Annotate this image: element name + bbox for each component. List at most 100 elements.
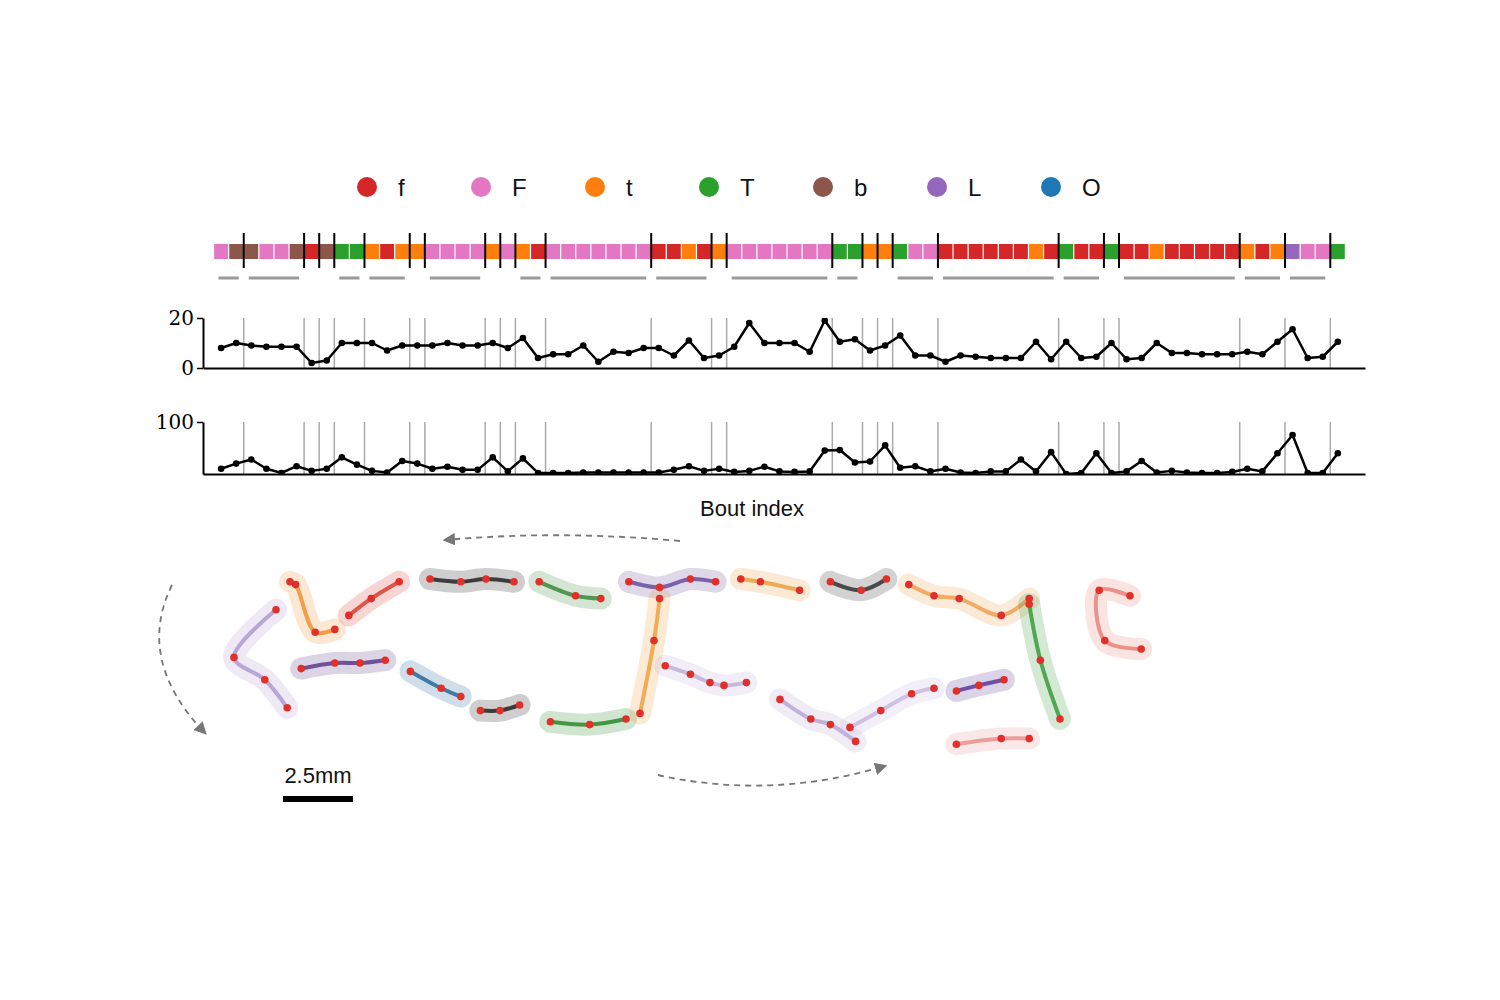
data-point xyxy=(535,355,542,362)
trajectory-segment xyxy=(956,738,1029,744)
bout-underline xyxy=(219,277,239,280)
data-point xyxy=(1199,351,1206,358)
bout-square xyxy=(1105,244,1119,259)
data-point xyxy=(429,466,436,473)
boundary-line xyxy=(1118,422,1120,474)
bout-square xyxy=(501,244,515,259)
bout-square xyxy=(516,244,530,259)
bout-position xyxy=(331,659,339,667)
x-axis-title: Bout index xyxy=(700,496,804,521)
bout-square xyxy=(1301,244,1315,259)
scale-bar-label: 2.5mm xyxy=(284,763,351,788)
bout-square xyxy=(305,244,319,259)
y-tick: 20 xyxy=(169,306,203,330)
data-point xyxy=(837,338,844,345)
bout-position xyxy=(367,595,375,603)
bout-boundary xyxy=(545,233,547,268)
bout-underline xyxy=(1064,277,1099,280)
data-point xyxy=(1289,432,1296,439)
data-point xyxy=(1289,326,1296,333)
boundary-line xyxy=(318,422,320,474)
bout-position xyxy=(345,612,353,620)
tail-sweep xyxy=(349,582,399,616)
bout-square xyxy=(742,244,756,259)
boundary-line xyxy=(1330,422,1332,474)
boundary-line xyxy=(545,422,547,474)
tail-sweep xyxy=(430,579,514,582)
tail-sweep xyxy=(1096,589,1141,649)
bout-underline xyxy=(249,277,299,280)
bout-square xyxy=(1210,244,1224,259)
boundary-line xyxy=(545,318,547,368)
figure: fFtTbLO020100Bout index2.5mm xyxy=(0,0,1500,1000)
boundary-line xyxy=(650,318,652,368)
data-point xyxy=(776,468,783,474)
bout-square xyxy=(863,244,877,259)
tick-label: 0 xyxy=(181,356,194,380)
bout-square xyxy=(290,244,304,259)
data-point xyxy=(399,342,406,349)
data-point xyxy=(1274,450,1281,457)
bout-position xyxy=(877,707,885,715)
bout-square xyxy=(365,244,379,259)
trajectory-segment xyxy=(850,688,934,727)
legend-swatch xyxy=(699,177,719,197)
bout-square xyxy=(1089,244,1103,259)
legend-label: f xyxy=(398,174,405,201)
data-point xyxy=(942,358,949,365)
bout-square xyxy=(244,244,258,259)
data-point xyxy=(293,463,300,470)
trajectory-segment xyxy=(741,579,800,590)
bout-boundary xyxy=(831,233,833,268)
data-line xyxy=(221,321,1338,364)
bout-underline xyxy=(732,277,828,280)
data-point xyxy=(791,469,798,474)
legend-label: b xyxy=(854,174,867,201)
bout-square xyxy=(1331,244,1345,259)
bout-boundary xyxy=(1058,233,1060,268)
bout-position xyxy=(597,595,605,603)
trajectory-segment xyxy=(301,660,385,668)
boundary-line xyxy=(334,422,336,474)
data-point xyxy=(384,469,391,474)
boundary-line xyxy=(726,318,728,368)
data-point xyxy=(867,458,874,465)
bout-position xyxy=(1025,600,1033,608)
bout-square xyxy=(486,244,500,259)
data-point xyxy=(1003,468,1010,474)
bout-square xyxy=(320,244,334,259)
data-point xyxy=(1063,338,1070,345)
data-point xyxy=(957,469,964,474)
boundary-line xyxy=(1058,318,1060,368)
boundary-line xyxy=(726,422,728,474)
data-point xyxy=(339,340,346,347)
data-point xyxy=(1108,470,1115,474)
bout-square xyxy=(441,244,455,259)
plot-area xyxy=(218,318,1341,368)
boundary-line xyxy=(303,422,305,474)
bout-square xyxy=(652,244,666,259)
data-point xyxy=(323,466,330,473)
data-point xyxy=(308,468,315,474)
bout-square xyxy=(757,244,771,259)
bout-position xyxy=(625,578,633,586)
bout-boundary xyxy=(1239,233,1241,268)
data-point xyxy=(1244,466,1251,473)
bout-position xyxy=(883,575,891,583)
line-chart: 100Bout index xyxy=(156,410,1366,521)
data-point xyxy=(565,470,572,474)
data-point xyxy=(429,342,436,349)
bout-position xyxy=(622,715,630,723)
data-point xyxy=(595,358,602,365)
bout-boundary xyxy=(499,233,501,268)
data-point xyxy=(595,469,602,474)
data-point xyxy=(218,466,225,473)
bout-square xyxy=(999,244,1013,259)
bout-underline xyxy=(551,277,647,280)
data-point xyxy=(263,466,270,473)
bout-square xyxy=(380,244,394,259)
line-chart: 0 20 xyxy=(169,306,1366,380)
bout-position xyxy=(547,718,555,726)
bout-square xyxy=(259,244,273,259)
bout-underline xyxy=(430,277,480,280)
